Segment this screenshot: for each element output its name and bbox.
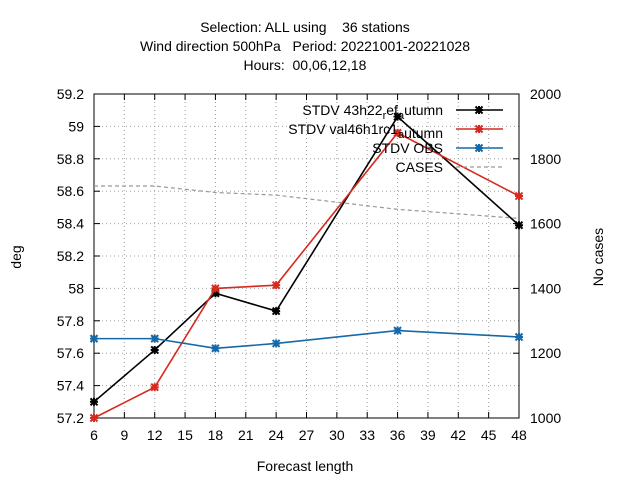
- title-line-2: Wind direction 500hPa Period: 20221001-2…: [140, 38, 470, 54]
- series-2: [89, 128, 524, 423]
- x-axis-label: Forecast length: [257, 458, 354, 474]
- data-point: [393, 326, 402, 335]
- y-tick-label: 58.4: [57, 216, 84, 232]
- y-tick-label: 57.8: [57, 313, 84, 329]
- y-tick-label: 59: [68, 118, 84, 134]
- legend-label: STDV 43h22refautumn: [302, 102, 443, 122]
- data-point: [211, 284, 220, 293]
- data-point: [89, 334, 99, 343]
- y-tick-label: 59.2: [57, 86, 84, 102]
- legend-label: STDV OBS: [372, 140, 443, 156]
- y-tick-label: 57.2: [57, 410, 84, 426]
- chart-title: Selection: ALL using 36 stations Wind di…: [140, 19, 470, 73]
- data-point: [393, 112, 402, 121]
- y-tick-label: 58: [68, 280, 84, 296]
- x-tick-label: 45: [481, 427, 497, 443]
- y2-axis-ticks: 1000 1200 1400 1600 1800 2000: [513, 86, 561, 426]
- y-axis-ticks: 57.2 57.4 57.6 57.8 58 58.2 58.4 58.6 58.8 59 59.2: [57, 86, 100, 426]
- data-point: [89, 397, 99, 407]
- title-line-1: Selection: ALL using 36 stations: [200, 19, 410, 35]
- x-tick-label: 27: [299, 427, 315, 443]
- legend-marker: [474, 105, 484, 115]
- data-point: [393, 128, 402, 138]
- x-tick-label: 36: [390, 427, 406, 443]
- legend-label: STDV val46h1rc1autumn: [288, 121, 443, 141]
- y-axis-label: deg: [8, 245, 24, 268]
- x-axis-ticks: 6 9 12 15 18 21 24 27 30 33 36 39 42 45 48: [90, 94, 527, 443]
- data-point: [150, 345, 159, 355]
- data-point: [211, 344, 220, 353]
- series-line: [93, 131, 520, 419]
- x-tick-label: 42: [450, 427, 466, 443]
- grid: [94, 94, 519, 418]
- x-tick-label: 9: [120, 427, 128, 443]
- data-point: [514, 332, 524, 342]
- y2-tick-label: 2000: [530, 86, 561, 102]
- series-line: [94, 329, 520, 350]
- x-tick-label: 39: [420, 427, 436, 443]
- data-point: [150, 383, 159, 392]
- y2-tick-label: 1400: [530, 280, 561, 296]
- series-group: [89, 112, 524, 423]
- x-tick-label: 21: [238, 427, 254, 443]
- series-1: [89, 112, 524, 407]
- series-line: [94, 185, 520, 220]
- x-tick-label: 24: [268, 427, 284, 443]
- data-point: [271, 339, 281, 348]
- y2-axis-label: No cases: [590, 228, 606, 286]
- data-point: [514, 221, 524, 230]
- legend-label: CASES: [396, 159, 443, 175]
- y-tick-label: 58.6: [57, 183, 84, 199]
- title-line-3: Hours: 00,06,12,18: [244, 57, 367, 73]
- y2-tick-label: 1800: [530, 151, 561, 167]
- data-point: [89, 413, 99, 423]
- x-tick-label: 48: [511, 427, 527, 443]
- y2-tick-label: 1000: [530, 410, 561, 426]
- data-point: [514, 191, 524, 201]
- x-tick-label: 18: [208, 427, 224, 443]
- data-point: [150, 334, 159, 343]
- y2-tick-label: 1200: [530, 345, 561, 361]
- data-point: [271, 306, 281, 316]
- series-4: [94, 185, 520, 220]
- data-point: [211, 289, 220, 298]
- x-tick-label: 6: [90, 427, 98, 443]
- legend-marker: [474, 143, 484, 153]
- x-tick-label: 33: [359, 427, 375, 443]
- y2-tick-label: 1600: [530, 216, 561, 232]
- series-line: [93, 115, 520, 403]
- y-tick-label: 58.2: [57, 248, 84, 264]
- data-point: [271, 280, 281, 290]
- legend-marker: [474, 124, 484, 134]
- x-tick-label: 12: [147, 427, 163, 443]
- x-tick-label: 15: [177, 427, 193, 443]
- series-3: [89, 326, 524, 353]
- x-tick-label: 30: [329, 427, 345, 443]
- y-tick-label: 57.6: [57, 345, 84, 361]
- y-tick-label: 58.8: [57, 151, 84, 167]
- y-tick-label: 57.4: [57, 378, 84, 394]
